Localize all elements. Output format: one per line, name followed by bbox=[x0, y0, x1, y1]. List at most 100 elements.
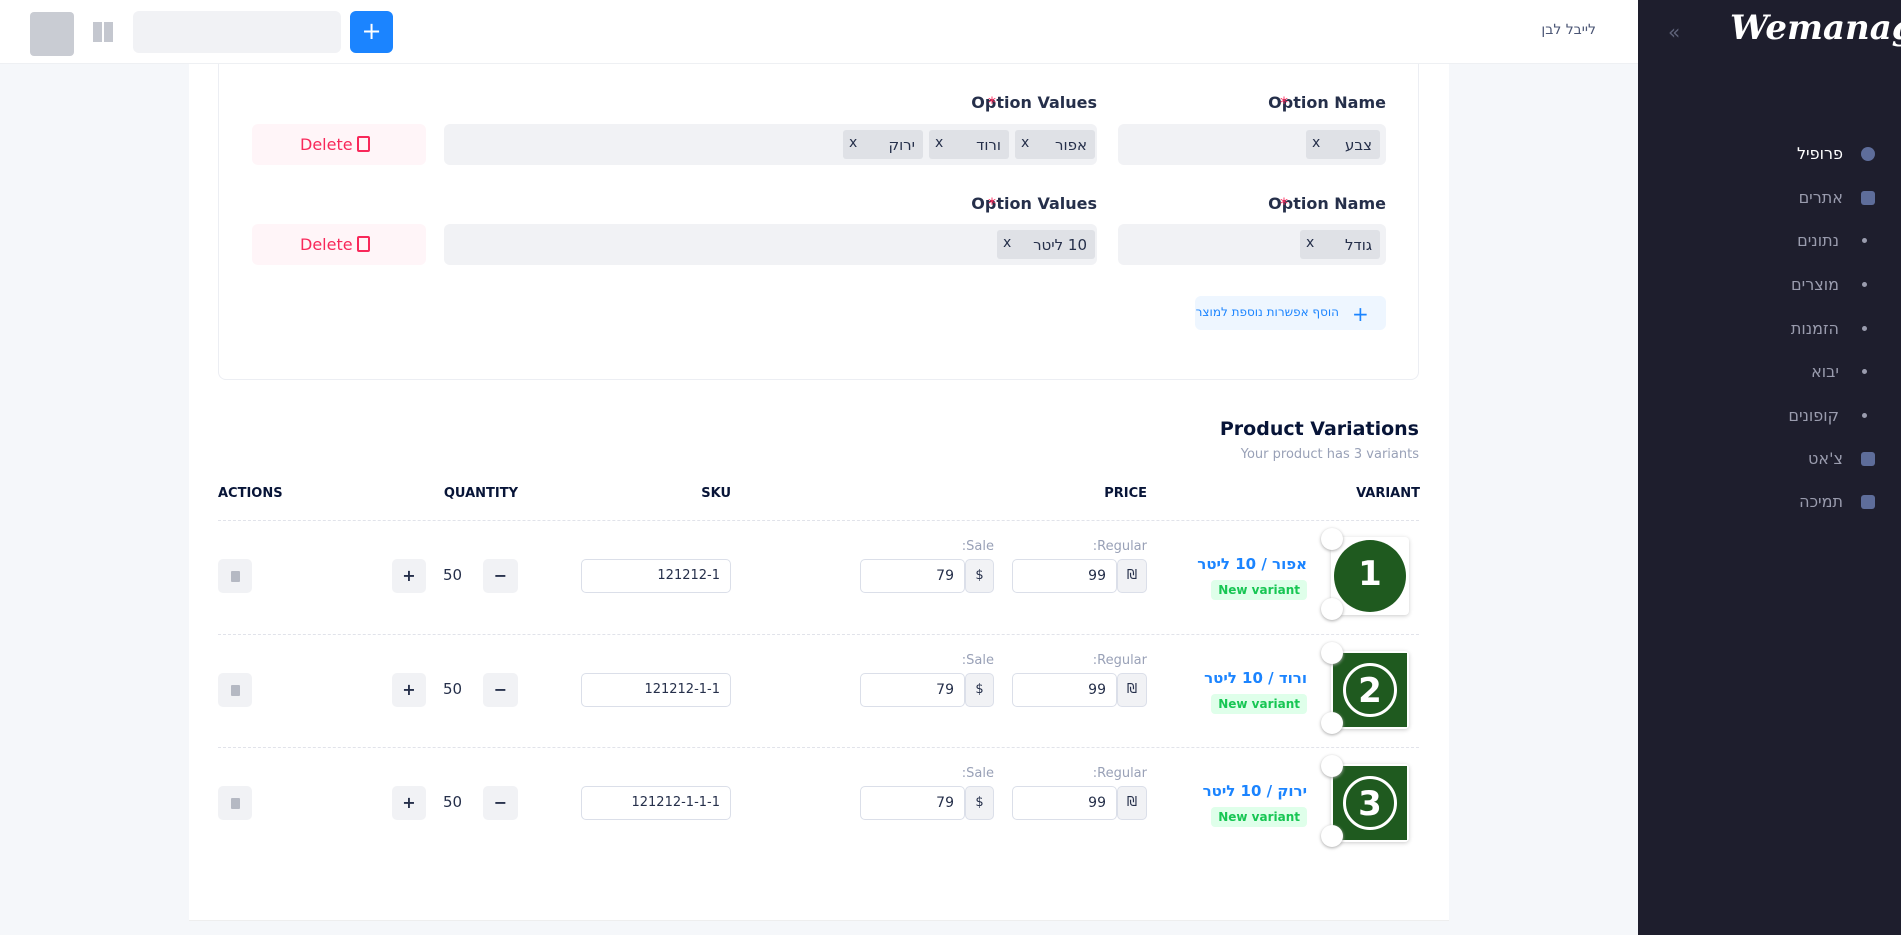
regular-currency: ₪ bbox=[1117, 673, 1147, 707]
regular-label: Regular: bbox=[1092, 539, 1147, 554]
sale-input[interactable]: 79 bbox=[860, 559, 965, 593]
tag-remove[interactable]: x bbox=[1312, 135, 1321, 151]
collapse[interactable]: « bbox=[1668, 20, 1681, 44]
column-header: SKU bbox=[701, 486, 731, 501]
nav-dot bbox=[1862, 282, 1867, 287]
image-number: 2 bbox=[1343, 663, 1397, 717]
site-select[interactable] bbox=[133, 11, 341, 53]
regular-input[interactable]: 99 bbox=[1012, 673, 1117, 707]
row-separator bbox=[218, 634, 1419, 635]
column-header: QUANTITY bbox=[443, 486, 518, 501]
trash-icon bbox=[231, 571, 240, 582]
remove-image[interactable] bbox=[1321, 598, 1343, 620]
tag-text: צבע bbox=[1345, 136, 1372, 154]
minus-button[interactable]: − bbox=[483, 559, 518, 593]
sku-input[interactable]: 121212-1 bbox=[581, 559, 731, 593]
add-option-text: הוסף אפשרות נוספת למוצר bbox=[1195, 305, 1339, 319]
tag-remove[interactable]: x bbox=[1003, 235, 1012, 251]
plus-button[interactable]: + bbox=[392, 559, 426, 593]
sale-currency: $ bbox=[965, 673, 994, 707]
plus-button[interactable]: + bbox=[392, 786, 426, 820]
nav-dot bbox=[1862, 369, 1867, 374]
nav-icon bbox=[1861, 452, 1875, 466]
option-values-label: Option Values bbox=[971, 93, 1097, 112]
remove-image[interactable] bbox=[1321, 712, 1343, 734]
remove-image[interactable] bbox=[1321, 825, 1343, 847]
tag-text: 10 ליטר bbox=[1033, 236, 1087, 254]
required: * bbox=[988, 93, 996, 112]
tag-remove[interactable]: x bbox=[935, 135, 944, 151]
delete-button[interactable] bbox=[252, 124, 426, 165]
tag bbox=[1300, 230, 1380, 259]
option-values-label: Option Values bbox=[971, 194, 1097, 213]
add-option-button[interactable] bbox=[1195, 296, 1386, 330]
quantity: 50 bbox=[443, 680, 463, 698]
nav-item[interactable]: תמיכה bbox=[1799, 492, 1843, 511]
row-separator bbox=[218, 747, 1419, 748]
nav-item[interactable]: אתרים bbox=[1798, 188, 1843, 207]
variant-name[interactable]: ירוק / 10 ליטר bbox=[1202, 782, 1307, 800]
image-number: 1 bbox=[1358, 554, 1382, 594]
quantity: 50 bbox=[443, 566, 463, 584]
nav-icon bbox=[1861, 495, 1875, 509]
tag bbox=[843, 130, 923, 159]
sidebar bbox=[1638, 0, 1901, 935]
trash-icon bbox=[357, 236, 370, 252]
tag-remove[interactable]: x bbox=[1021, 135, 1030, 151]
new-variant-badge: New variant bbox=[1211, 580, 1307, 600]
tag-remove[interactable]: x bbox=[1306, 235, 1315, 251]
minus-button[interactable]: − bbox=[483, 786, 518, 820]
nav-item[interactable]: יבוא bbox=[1811, 362, 1839, 381]
sale-input[interactable]: 79 bbox=[860, 673, 965, 707]
sale-label: Sale: bbox=[961, 766, 994, 781]
regular-input[interactable]: 99 bbox=[1012, 559, 1117, 593]
sale-input[interactable]: 79 bbox=[860, 786, 965, 820]
column-header: VARIANT bbox=[1356, 486, 1420, 501]
required: * bbox=[1280, 93, 1288, 112]
edit-image[interactable] bbox=[1321, 755, 1343, 777]
content-card bbox=[189, 64, 1449, 921]
regular-currency: ₪ bbox=[1117, 786, 1147, 820]
option-name-label: Option Name bbox=[1268, 93, 1386, 112]
tag-text: אפור bbox=[1055, 136, 1087, 154]
sale-currency: $ bbox=[965, 559, 994, 593]
new-button[interactable]: + bbox=[350, 11, 393, 53]
option-values-input[interactable] bbox=[444, 224, 1097, 265]
variations-title: Product Variations bbox=[1219, 418, 1419, 440]
quantity: 50 bbox=[443, 793, 463, 811]
variant-name[interactable]: ורוד / 10 ליטר bbox=[1204, 669, 1307, 687]
variant-name[interactable]: אפור / 10 ליטר bbox=[1197, 555, 1307, 573]
nav-item[interactable]: קופונים bbox=[1788, 406, 1839, 425]
image-number: 3 bbox=[1343, 776, 1397, 830]
tag-remove[interactable]: x bbox=[849, 135, 858, 151]
nav-item[interactable]: צ'אט bbox=[1808, 449, 1843, 468]
new-variant-badge: New variant bbox=[1211, 807, 1307, 827]
sku-input[interactable]: 121212-1-1-1 bbox=[581, 786, 731, 820]
regular-input[interactable]: 99 bbox=[1012, 786, 1117, 820]
nav-dot bbox=[1862, 238, 1867, 243]
option-name-label: Option Name bbox=[1268, 194, 1386, 213]
required: * bbox=[988, 194, 996, 213]
regular-label: Regular: bbox=[1092, 653, 1147, 668]
required: * bbox=[1280, 194, 1288, 213]
minus-button[interactable]: − bbox=[483, 673, 518, 707]
logo: Wemanage bbox=[1730, 8, 1901, 48]
new-variant-badge: New variant bbox=[1211, 694, 1307, 714]
nav-item[interactable]: פרופיל bbox=[1796, 144, 1843, 163]
nav-item[interactable]: הזמנות bbox=[1790, 319, 1839, 338]
nav-item[interactable]: מוצרים bbox=[1791, 275, 1839, 294]
trash-icon bbox=[357, 136, 370, 152]
edit-image[interactable] bbox=[1321, 528, 1343, 550]
variant-image-fill bbox=[1334, 540, 1406, 612]
delete-button[interactable] bbox=[252, 224, 426, 265]
tag-text: ורוד bbox=[976, 136, 1001, 154]
plus-button[interactable]: + bbox=[392, 673, 426, 707]
nav-item[interactable]: נתונים bbox=[1797, 231, 1839, 250]
regular-label: Regular: bbox=[1092, 766, 1147, 781]
sku-input[interactable]: 121212-1-1 bbox=[581, 673, 731, 707]
variations-subtitle: Your product has 3 variants bbox=[1240, 447, 1419, 462]
tag-text: גודל bbox=[1345, 236, 1372, 254]
tag bbox=[997, 230, 1095, 259]
edit-image[interactable] bbox=[1321, 642, 1343, 664]
